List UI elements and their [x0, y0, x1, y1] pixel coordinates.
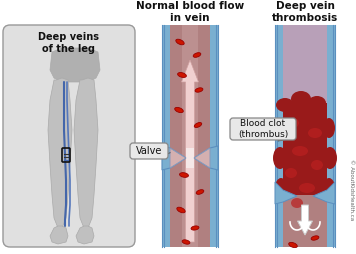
Ellipse shape: [284, 107, 298, 119]
Bar: [275, 25, 283, 247]
Ellipse shape: [275, 118, 287, 138]
Bar: [283, 103, 327, 195]
Polygon shape: [162, 146, 186, 170]
Ellipse shape: [323, 118, 335, 138]
FancyArrow shape: [182, 60, 199, 242]
Text: © AboutKidsHealth.ca: © AboutKidsHealth.ca: [350, 159, 355, 221]
Ellipse shape: [193, 53, 201, 57]
Ellipse shape: [177, 207, 185, 213]
Ellipse shape: [292, 146, 308, 156]
Bar: [283, 25, 327, 247]
Ellipse shape: [287, 118, 299, 128]
Text: Deep veins
of the leg: Deep veins of the leg: [38, 32, 99, 54]
Polygon shape: [170, 148, 186, 168]
Ellipse shape: [276, 98, 294, 112]
Bar: [170, 25, 210, 247]
Ellipse shape: [303, 105, 319, 117]
Ellipse shape: [291, 91, 311, 107]
Text: Blood clot
(thrombus): Blood clot (thrombus): [238, 119, 288, 139]
Text: Normal blood flow
in vein: Normal blood flow in vein: [136, 1, 244, 23]
Ellipse shape: [323, 178, 335, 198]
Bar: [182, 25, 198, 247]
Ellipse shape: [176, 39, 184, 45]
Ellipse shape: [289, 242, 297, 248]
Polygon shape: [50, 48, 100, 82]
Ellipse shape: [299, 183, 315, 193]
FancyBboxPatch shape: [3, 25, 135, 247]
Bar: [327, 25, 335, 247]
FancyBboxPatch shape: [230, 118, 296, 140]
Ellipse shape: [291, 198, 303, 208]
Polygon shape: [74, 78, 98, 228]
Ellipse shape: [285, 168, 297, 178]
Text: Deep vein
thrombosis: Deep vein thrombosis: [272, 1, 338, 23]
Polygon shape: [194, 148, 210, 168]
Ellipse shape: [178, 73, 187, 77]
Ellipse shape: [308, 96, 326, 110]
Ellipse shape: [273, 147, 287, 169]
FancyBboxPatch shape: [130, 143, 168, 159]
Polygon shape: [76, 226, 94, 244]
Ellipse shape: [308, 128, 322, 138]
Ellipse shape: [179, 173, 188, 177]
Polygon shape: [162, 25, 170, 247]
Ellipse shape: [323, 147, 337, 169]
Text: Valve: Valve: [136, 146, 162, 156]
Ellipse shape: [311, 236, 319, 240]
Polygon shape: [48, 78, 72, 228]
Polygon shape: [275, 182, 297, 204]
Polygon shape: [210, 25, 218, 247]
Polygon shape: [194, 146, 218, 170]
FancyArrow shape: [298, 205, 313, 235]
Bar: [283, 25, 327, 105]
Bar: [186, 148, 194, 168]
Polygon shape: [313, 182, 335, 204]
Ellipse shape: [196, 190, 204, 194]
Ellipse shape: [191, 226, 199, 230]
Ellipse shape: [311, 160, 323, 170]
Ellipse shape: [182, 240, 190, 244]
Ellipse shape: [195, 88, 203, 92]
Ellipse shape: [175, 107, 183, 113]
Polygon shape: [50, 226, 68, 244]
Ellipse shape: [275, 178, 287, 198]
Ellipse shape: [194, 122, 202, 128]
